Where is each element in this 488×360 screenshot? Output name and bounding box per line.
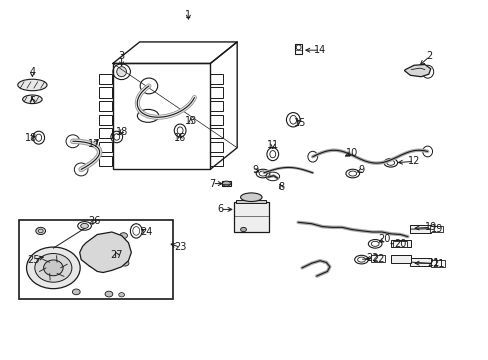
Text: 3: 3: [118, 51, 124, 61]
Bar: [113, 63, 210, 169]
Text: 12: 12: [407, 156, 420, 166]
Ellipse shape: [22, 95, 42, 104]
Bar: [295, 44, 302, 54]
Text: 15: 15: [294, 118, 306, 128]
Text: 13: 13: [184, 116, 197, 126]
Bar: [370, 255, 384, 262]
Text: 21: 21: [427, 258, 439, 268]
Text: 26: 26: [88, 216, 101, 226]
Bar: [99, 115, 112, 125]
Ellipse shape: [35, 253, 72, 282]
Bar: [409, 225, 430, 233]
Text: 27: 27: [110, 249, 123, 260]
Ellipse shape: [18, 79, 47, 91]
Ellipse shape: [88, 261, 96, 267]
Text: 20: 20: [378, 234, 390, 244]
Text: 10: 10: [345, 148, 357, 158]
Text: 19: 19: [429, 224, 442, 234]
Ellipse shape: [72, 289, 80, 295]
Ellipse shape: [117, 67, 126, 77]
Ellipse shape: [43, 260, 63, 276]
Bar: [222, 181, 230, 186]
Bar: [99, 156, 112, 166]
Bar: [210, 74, 223, 84]
Bar: [210, 87, 223, 98]
Ellipse shape: [119, 293, 124, 297]
Ellipse shape: [121, 260, 129, 266]
Text: 9: 9: [358, 165, 364, 175]
Text: 19: 19: [424, 222, 436, 232]
Bar: [19, 220, 172, 299]
Ellipse shape: [26, 247, 80, 289]
Ellipse shape: [105, 291, 113, 297]
Bar: [99, 87, 112, 98]
Bar: [99, 129, 112, 138]
Text: 9: 9: [252, 165, 258, 175]
Text: 25: 25: [27, 255, 40, 265]
Bar: [210, 115, 223, 125]
Ellipse shape: [222, 181, 230, 186]
Text: 8: 8: [278, 182, 284, 192]
Text: 5: 5: [29, 96, 36, 106]
Text: 2: 2: [426, 51, 432, 61]
Bar: [99, 142, 112, 152]
Bar: [99, 101, 112, 111]
Ellipse shape: [240, 193, 262, 202]
Text: 11: 11: [266, 140, 278, 150]
Text: 7: 7: [209, 179, 215, 189]
Bar: [99, 74, 112, 84]
Ellipse shape: [36, 227, 45, 234]
Text: 23: 23: [174, 242, 186, 252]
Text: 16: 16: [174, 133, 186, 143]
Text: 4: 4: [29, 67, 35, 77]
Bar: [392, 240, 406, 247]
Ellipse shape: [120, 233, 127, 238]
Bar: [430, 260, 444, 267]
Bar: [390, 255, 410, 263]
Text: 1: 1: [185, 10, 191, 20]
Bar: [210, 142, 223, 152]
Ellipse shape: [240, 227, 246, 231]
Bar: [210, 129, 223, 138]
Bar: [235, 200, 265, 203]
Polygon shape: [404, 64, 430, 77]
Bar: [233, 202, 268, 232]
Bar: [390, 239, 410, 247]
Text: 18: 18: [25, 133, 37, 143]
Polygon shape: [80, 232, 131, 273]
Text: 17: 17: [88, 139, 101, 149]
Text: 14: 14: [313, 45, 325, 55]
Text: 21: 21: [431, 258, 444, 269]
Text: 24: 24: [140, 227, 152, 237]
Ellipse shape: [81, 224, 88, 228]
Text: 22: 22: [365, 253, 378, 263]
Bar: [210, 101, 223, 111]
Text: 18: 18: [115, 127, 127, 136]
Bar: [210, 156, 223, 166]
Text: 6: 6: [217, 204, 223, 215]
Bar: [409, 258, 430, 266]
Text: 20: 20: [393, 239, 406, 249]
Bar: [429, 226, 443, 232]
Text: 22: 22: [371, 253, 384, 264]
